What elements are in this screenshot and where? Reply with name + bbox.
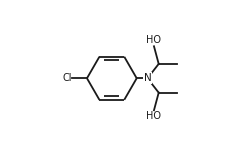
Text: HO: HO — [147, 35, 161, 45]
Text: Cl: Cl — [62, 73, 72, 83]
Text: N: N — [143, 73, 151, 83]
Text: HO: HO — [147, 111, 161, 122]
